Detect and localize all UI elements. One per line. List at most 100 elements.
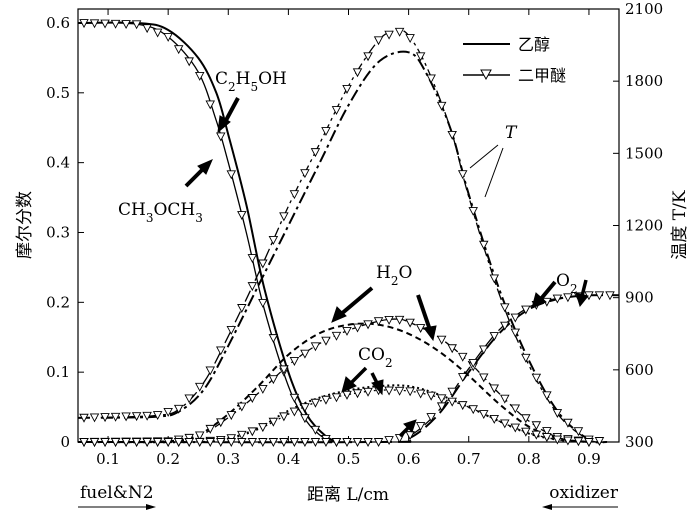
series-marker [279, 438, 289, 447]
series-marker [426, 413, 436, 422]
series-marker [457, 401, 468, 411]
series-marker [258, 298, 268, 308]
series-marker [594, 437, 605, 446]
x-tick-label: 0.9 [577, 450, 601, 468]
series-marker [405, 431, 415, 441]
series-marker [352, 68, 363, 78]
series-marker [542, 391, 552, 401]
annotation-co2: CO2 [358, 345, 393, 370]
series-marker [363, 387, 373, 397]
series-marker [142, 24, 152, 34]
series-marker [500, 321, 510, 331]
series-marker [321, 127, 331, 137]
series-marker [300, 438, 310, 447]
series-marker [447, 130, 457, 140]
series-marker [394, 27, 405, 37]
series-marker [258, 259, 268, 269]
series-marker [436, 402, 447, 412]
series-marker [258, 423, 268, 433]
series-marker [405, 387, 415, 397]
series-marker [100, 19, 110, 29]
y-axis-right-label: 温度 T/K [670, 190, 690, 259]
series-marker [300, 349, 310, 359]
series-marker [331, 438, 342, 447]
series-line [77, 318, 589, 443]
series-marker [331, 331, 342, 341]
series-marker [394, 315, 405, 325]
series-marker [479, 240, 489, 250]
series-marker [447, 344, 457, 354]
series-marker [457, 170, 468, 180]
series-marker [489, 332, 500, 341]
series-marker [384, 386, 394, 396]
oxidizer-side-label: oxidizer [549, 483, 619, 503]
series-marker [184, 394, 194, 404]
series-marker [573, 427, 584, 437]
series-marker [121, 412, 131, 422]
series-marker [531, 373, 542, 383]
series-marker [342, 390, 352, 400]
series-marker [447, 397, 457, 407]
series-marker [542, 427, 552, 437]
series-marker [279, 412, 289, 422]
y-right-tick-label: 1500 [625, 144, 663, 162]
series-marker [363, 438, 373, 447]
series-marker [194, 438, 205, 447]
y-right-ticks: 300 600 900 1200 1500 1800 2100 [613, 0, 663, 451]
y-axis-left-label: 摩尔分数 [15, 191, 35, 259]
series-marker [500, 419, 510, 429]
y-right-tick-label: 600 [625, 361, 654, 379]
y-left-tick-label: 0.1 [46, 363, 70, 381]
series-marker [110, 412, 121, 422]
series-marker [163, 438, 173, 447]
series-marker [531, 421, 542, 431]
series-marker [310, 342, 321, 352]
series-marker [268, 334, 279, 344]
series-marker [131, 438, 142, 447]
x-ticks: 0.1 0.2 0.3 0.4 0.5 0.6 0.7 0.8 0.9 [96, 9, 601, 468]
series-marker [363, 320, 373, 330]
y-right-tick-label: 2100 [625, 0, 663, 18]
annotation-o2: O2 [556, 271, 578, 296]
series-marker [89, 438, 100, 447]
series-marker [510, 423, 521, 433]
series-marker [152, 28, 163, 38]
series-marker [457, 352, 468, 362]
series-marker [563, 418, 573, 428]
series-marker [310, 398, 321, 408]
series-marker [237, 211, 247, 220]
series-line [77, 21, 338, 443]
series-marker [521, 305, 531, 315]
series-marker [468, 405, 478, 415]
series-marker [500, 303, 510, 313]
series-marker [268, 375, 279, 385]
series-marker [373, 36, 384, 46]
series-marker [216, 132, 226, 142]
y-right-tick-label: 1800 [625, 72, 663, 90]
series-marker [300, 169, 310, 179]
series-marker [247, 394, 258, 403]
series-marker [121, 438, 131, 447]
series-marker [247, 254, 258, 264]
series-marker [173, 404, 184, 414]
series-marker [300, 414, 310, 424]
series-marker [173, 438, 184, 447]
series-marker [279, 365, 289, 375]
y-right-tick-label: 900 [625, 289, 654, 307]
series-marker [268, 417, 279, 427]
series-marker [510, 313, 521, 323]
fuel-side-label: fuel&N2 [80, 483, 154, 503]
series-marker [436, 101, 447, 111]
series-marker [89, 19, 100, 29]
series-marker [110, 438, 121, 447]
series-marker [121, 20, 131, 30]
series-marker [594, 291, 605, 301]
series-marker [89, 413, 100, 423]
series-marker [300, 403, 310, 413]
series-marker [479, 345, 489, 355]
series-marker [205, 438, 215, 447]
series-marker [237, 304, 247, 313]
series-marker [237, 438, 247, 447]
series-marker [521, 353, 531, 363]
y-left-tick-label: 0.2 [46, 293, 70, 311]
